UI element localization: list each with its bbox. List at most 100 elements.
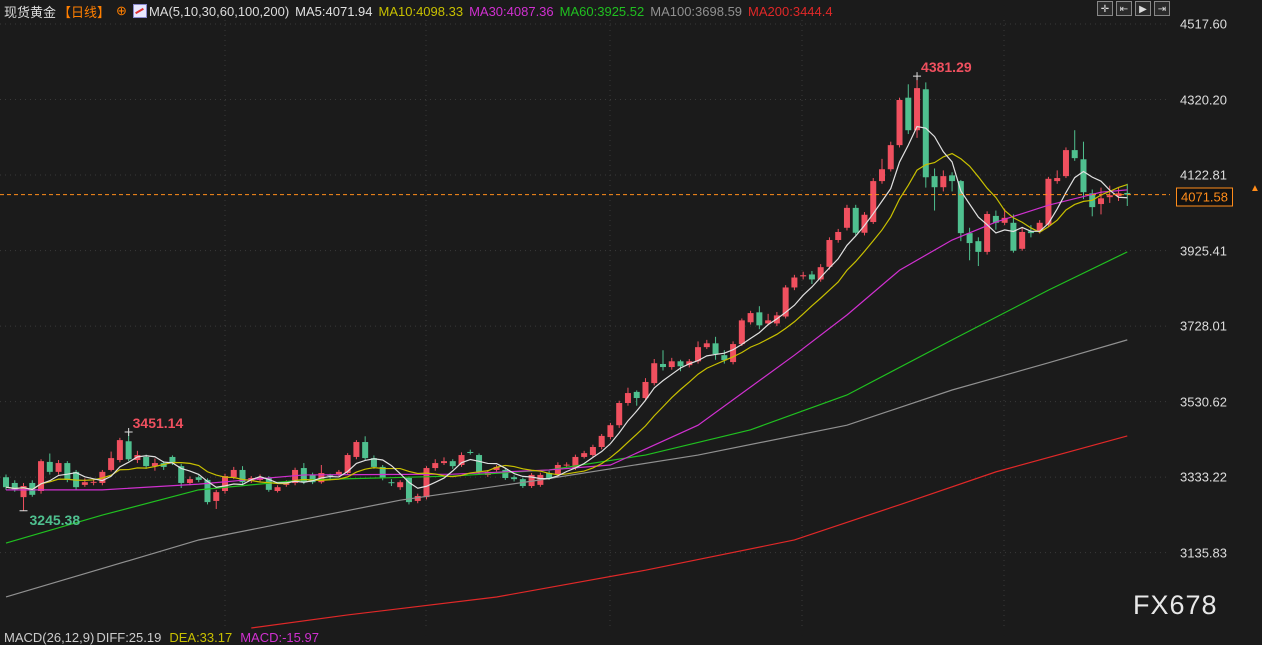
candle (616, 400, 623, 428)
scroll-start-icon[interactable]: ⇤ (1116, 1, 1132, 16)
candle-body (151, 463, 158, 467)
period-selector[interactable]: 【日线】 (58, 4, 111, 20)
candle-body (589, 447, 596, 456)
candle (852, 204, 859, 236)
candle-body (55, 463, 62, 472)
candle (598, 433, 605, 450)
candle-body (1054, 178, 1061, 182)
candle-body (335, 471, 342, 475)
candle (1054, 170, 1061, 184)
crosshair-icon[interactable]: ✛ (1097, 1, 1113, 16)
candle-body (327, 474, 334, 476)
candle-body (721, 355, 728, 361)
candle (204, 478, 211, 505)
candle-body (808, 274, 815, 280)
scroll-end-icon[interactable]: ⇥ (1154, 1, 1170, 16)
candle (975, 237, 982, 267)
candle (730, 341, 737, 365)
candle (624, 387, 631, 406)
y-tick-label: 3925.41 (1180, 243, 1227, 259)
candle-body (765, 320, 772, 324)
candle-body (230, 469, 237, 478)
candle-body (449, 461, 456, 467)
candle-body (397, 482, 404, 488)
low-annotation: 3245.38 (29, 511, 81, 528)
candle (1001, 208, 1008, 226)
candle-body (81, 482, 88, 485)
candle-body (957, 181, 964, 234)
ma-params[interactable]: MA(5,10,30,60,100,200) (148, 3, 290, 19)
candle (703, 339, 710, 350)
candle-body (511, 477, 518, 480)
candle-body (108, 458, 115, 470)
ma10-value: MA10:4098.33 (378, 3, 464, 19)
candle-body (607, 425, 614, 438)
candle (633, 390, 640, 406)
candle-body (861, 214, 868, 233)
candle-body (660, 363, 666, 368)
candle (1010, 214, 1017, 253)
candle-body (747, 313, 754, 323)
candle-body (1001, 217, 1008, 223)
high-annotation: 3451.14 (132, 415, 184, 432)
candle (914, 76, 921, 138)
ma-indicator-icon[interactable] (132, 4, 147, 18)
candle-body (405, 477, 412, 503)
candle (695, 341, 702, 364)
candle-body (388, 482, 395, 484)
play-icon[interactable]: ▶ (1135, 1, 1151, 16)
candle-body (20, 486, 27, 498)
candle (668, 357, 675, 370)
candle (826, 237, 833, 270)
y-tick-label: 3728.01 (1180, 318, 1227, 334)
candle (905, 84, 912, 135)
candle-body (379, 466, 386, 478)
candle (414, 493, 421, 504)
candle-body (756, 312, 763, 326)
candle (642, 378, 649, 400)
candle (738, 318, 745, 346)
candle-body (353, 442, 360, 457)
candle-body (432, 463, 439, 469)
candle-body (423, 468, 430, 498)
macd-params[interactable]: MACD(26,12,9) (4, 630, 95, 645)
crosshair-add-icon[interactable]: ⊕ (116, 3, 127, 18)
candle-body (992, 215, 999, 223)
macd-value: MACD:-15.97 (240, 630, 319, 645)
candle (800, 271, 807, 280)
candle (388, 479, 395, 487)
ma100-value: MA100:3698.59 (650, 3, 743, 19)
candle-body (896, 99, 903, 146)
candle (125, 432, 132, 462)
candle-body (1115, 193, 1122, 197)
ma5-value: MA5:4071.94 (295, 3, 373, 19)
ma5-line (5, 125, 1128, 491)
high-annotation: 4381.29 (921, 59, 972, 76)
candle-body (949, 175, 956, 182)
candle-body (852, 207, 859, 233)
candle (992, 210, 999, 230)
macd-diff: DIFF:25.19 (96, 630, 162, 645)
candle-body (870, 181, 877, 223)
candle (651, 359, 658, 386)
candle (116, 437, 123, 463)
candle (292, 467, 299, 486)
candle (712, 336, 719, 360)
candle-body (178, 466, 185, 483)
candle-body (46, 461, 53, 472)
candle-body (546, 473, 553, 478)
candle-body (1036, 222, 1043, 232)
ma30-value: MA30:4087.36 (469, 3, 554, 19)
candle-body (362, 442, 369, 459)
candle (502, 467, 509, 480)
candle (300, 463, 307, 485)
candle (791, 274, 798, 291)
candle-body (800, 275, 807, 277)
candle-body (581, 453, 588, 457)
candle-body (826, 240, 833, 267)
candle-body (633, 391, 640, 399)
candles (3, 72, 1131, 512)
candle-body (966, 233, 973, 244)
candle-body (3, 477, 9, 488)
